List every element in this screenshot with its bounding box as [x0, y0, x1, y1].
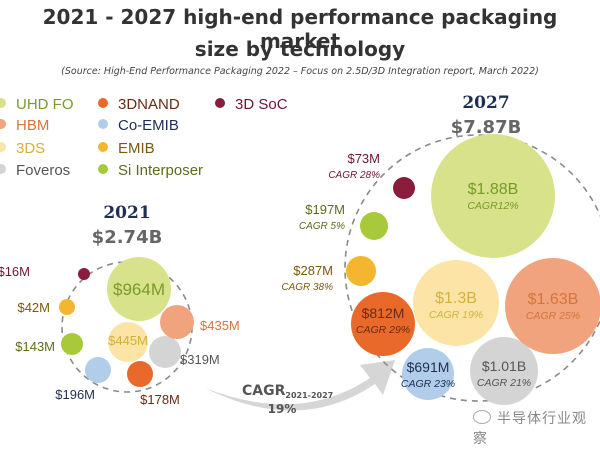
legend-item: HBM	[0, 117, 49, 135]
bubble-cagr-label: CAGR 5%	[299, 221, 345, 232]
wechat-icon	[473, 410, 491, 424]
bubble-value-label: $16M	[0, 264, 30, 279]
bubble-3ds	[413, 260, 499, 346]
bubble-value-label: $812M	[362, 305, 405, 321]
chart-title-line1: 2021 - 2027 high-end performance packagi…	[42, 5, 558, 53]
bubble-co-emib	[402, 348, 454, 400]
bubble-value-label: $178M	[140, 392, 180, 407]
cagr-label: CAGR2021-2027	[242, 383, 333, 400]
bubble-cagr-label: CAGR 19%	[429, 309, 483, 321]
bubble-uhd-fo	[107, 257, 171, 321]
bubble-hbm	[505, 258, 600, 354]
chart-title-line2: size by technology	[194, 37, 406, 61]
legend-label: Co-EMIB	[118, 117, 179, 134]
bubble-hbm	[160, 305, 194, 339]
year-label-2021: 2021	[103, 203, 150, 223]
bubble-3dnand	[351, 292, 415, 356]
bubble-emib	[59, 299, 75, 315]
legend-marker	[98, 164, 108, 174]
bubble-co-emib	[85, 357, 111, 383]
legend-marker	[98, 119, 108, 129]
bubble-cagr-label: CAGR 29%	[356, 324, 410, 336]
bubble-value-label: $73M	[347, 151, 380, 166]
legend-item: Foveros	[0, 162, 70, 180]
legend-label: Foveros	[16, 162, 71, 179]
bubble-cagr-label: CAGR 21%	[477, 377, 531, 389]
bubble-value-label: $287M	[293, 263, 333, 278]
bubble-cagr-label: CAGR 28%	[328, 170, 380, 181]
bubble-uhd-fo	[431, 134, 555, 258]
bubble-si-interposer	[61, 333, 83, 355]
bubble-cagr-label: CAGR 23%	[401, 378, 455, 390]
legend-label: Si Interposer	[118, 162, 204, 179]
bubble-value-label: $196M	[55, 387, 95, 402]
bubble-value-label: $143M	[15, 339, 55, 354]
legend-item: 3DNAND	[98, 96, 180, 114]
bubble-foveros	[149, 336, 181, 368]
bubble-value-label: $42M	[17, 300, 50, 315]
cagr-value: 19%	[268, 402, 297, 416]
year-label-2027: 2027	[462, 93, 509, 113]
year-total-2027: $7.87B	[451, 117, 522, 138]
cagr-arrow	[205, 360, 395, 411]
bubble-value-label: $197M	[305, 202, 345, 217]
legend-marker	[0, 98, 6, 108]
bubble-value-label: $1.88B	[468, 181, 519, 198]
bubble-3d-soc	[78, 268, 90, 280]
legend-label: HBM	[16, 117, 50, 134]
bubble-value-label: $964M	[113, 280, 165, 299]
bubble-value-label: $1.3B	[435, 290, 477, 307]
bubble-value-label: $691M	[407, 359, 450, 375]
legend-item: UHD FO	[0, 96, 74, 114]
watermark-text: 半导体行业观察	[473, 411, 587, 447]
chart-subtitle: (Source: High-End Performance Packaging …	[61, 66, 539, 77]
legend-marker	[0, 119, 6, 129]
legend-item: EMIB	[98, 140, 155, 158]
bubble-value-label: $319M	[180, 352, 220, 367]
legend-item: Si Interposer	[98, 162, 203, 180]
bubble-value-label: $1.01B	[482, 358, 526, 374]
legend-label: 3D SoC	[235, 96, 288, 113]
legend-marker	[0, 164, 6, 174]
bubble-3d-soc	[393, 177, 415, 199]
legend-marker	[215, 98, 225, 108]
bubble-value-label: $435M	[200, 318, 240, 333]
bubble-emib	[346, 256, 376, 286]
bubble-cagr-label: CAGR 38%	[281, 282, 333, 293]
bubble-value-label: $1.63B	[528, 291, 579, 308]
legend-label: EMIB	[118, 140, 155, 157]
year-total-2021: $2.74B	[92, 227, 163, 248]
bubble-value-label: $445M	[108, 333, 148, 348]
legend-marker	[0, 142, 6, 152]
watermark: 半导体行业观察	[473, 408, 600, 448]
legend-label: UHD FO	[16, 96, 74, 113]
bubble-3ds	[108, 322, 148, 362]
bubble-3dnand	[127, 361, 153, 387]
legend-marker	[98, 98, 108, 108]
legend-label: 3DS	[16, 140, 46, 157]
bubble-si-interposer	[360, 212, 388, 240]
legend-item: 3D SoC	[215, 96, 288, 114]
bubble-foveros	[470, 337, 538, 405]
legend-item: Co-EMIB	[98, 117, 179, 135]
legend-item: 3DS	[0, 140, 45, 158]
bubble-cagr-label: CAGR12%	[467, 200, 518, 212]
bubble-cagr-label: CAGR 25%	[526, 310, 580, 322]
legend-marker	[98, 142, 108, 152]
legend-label: 3DNAND	[118, 96, 180, 113]
